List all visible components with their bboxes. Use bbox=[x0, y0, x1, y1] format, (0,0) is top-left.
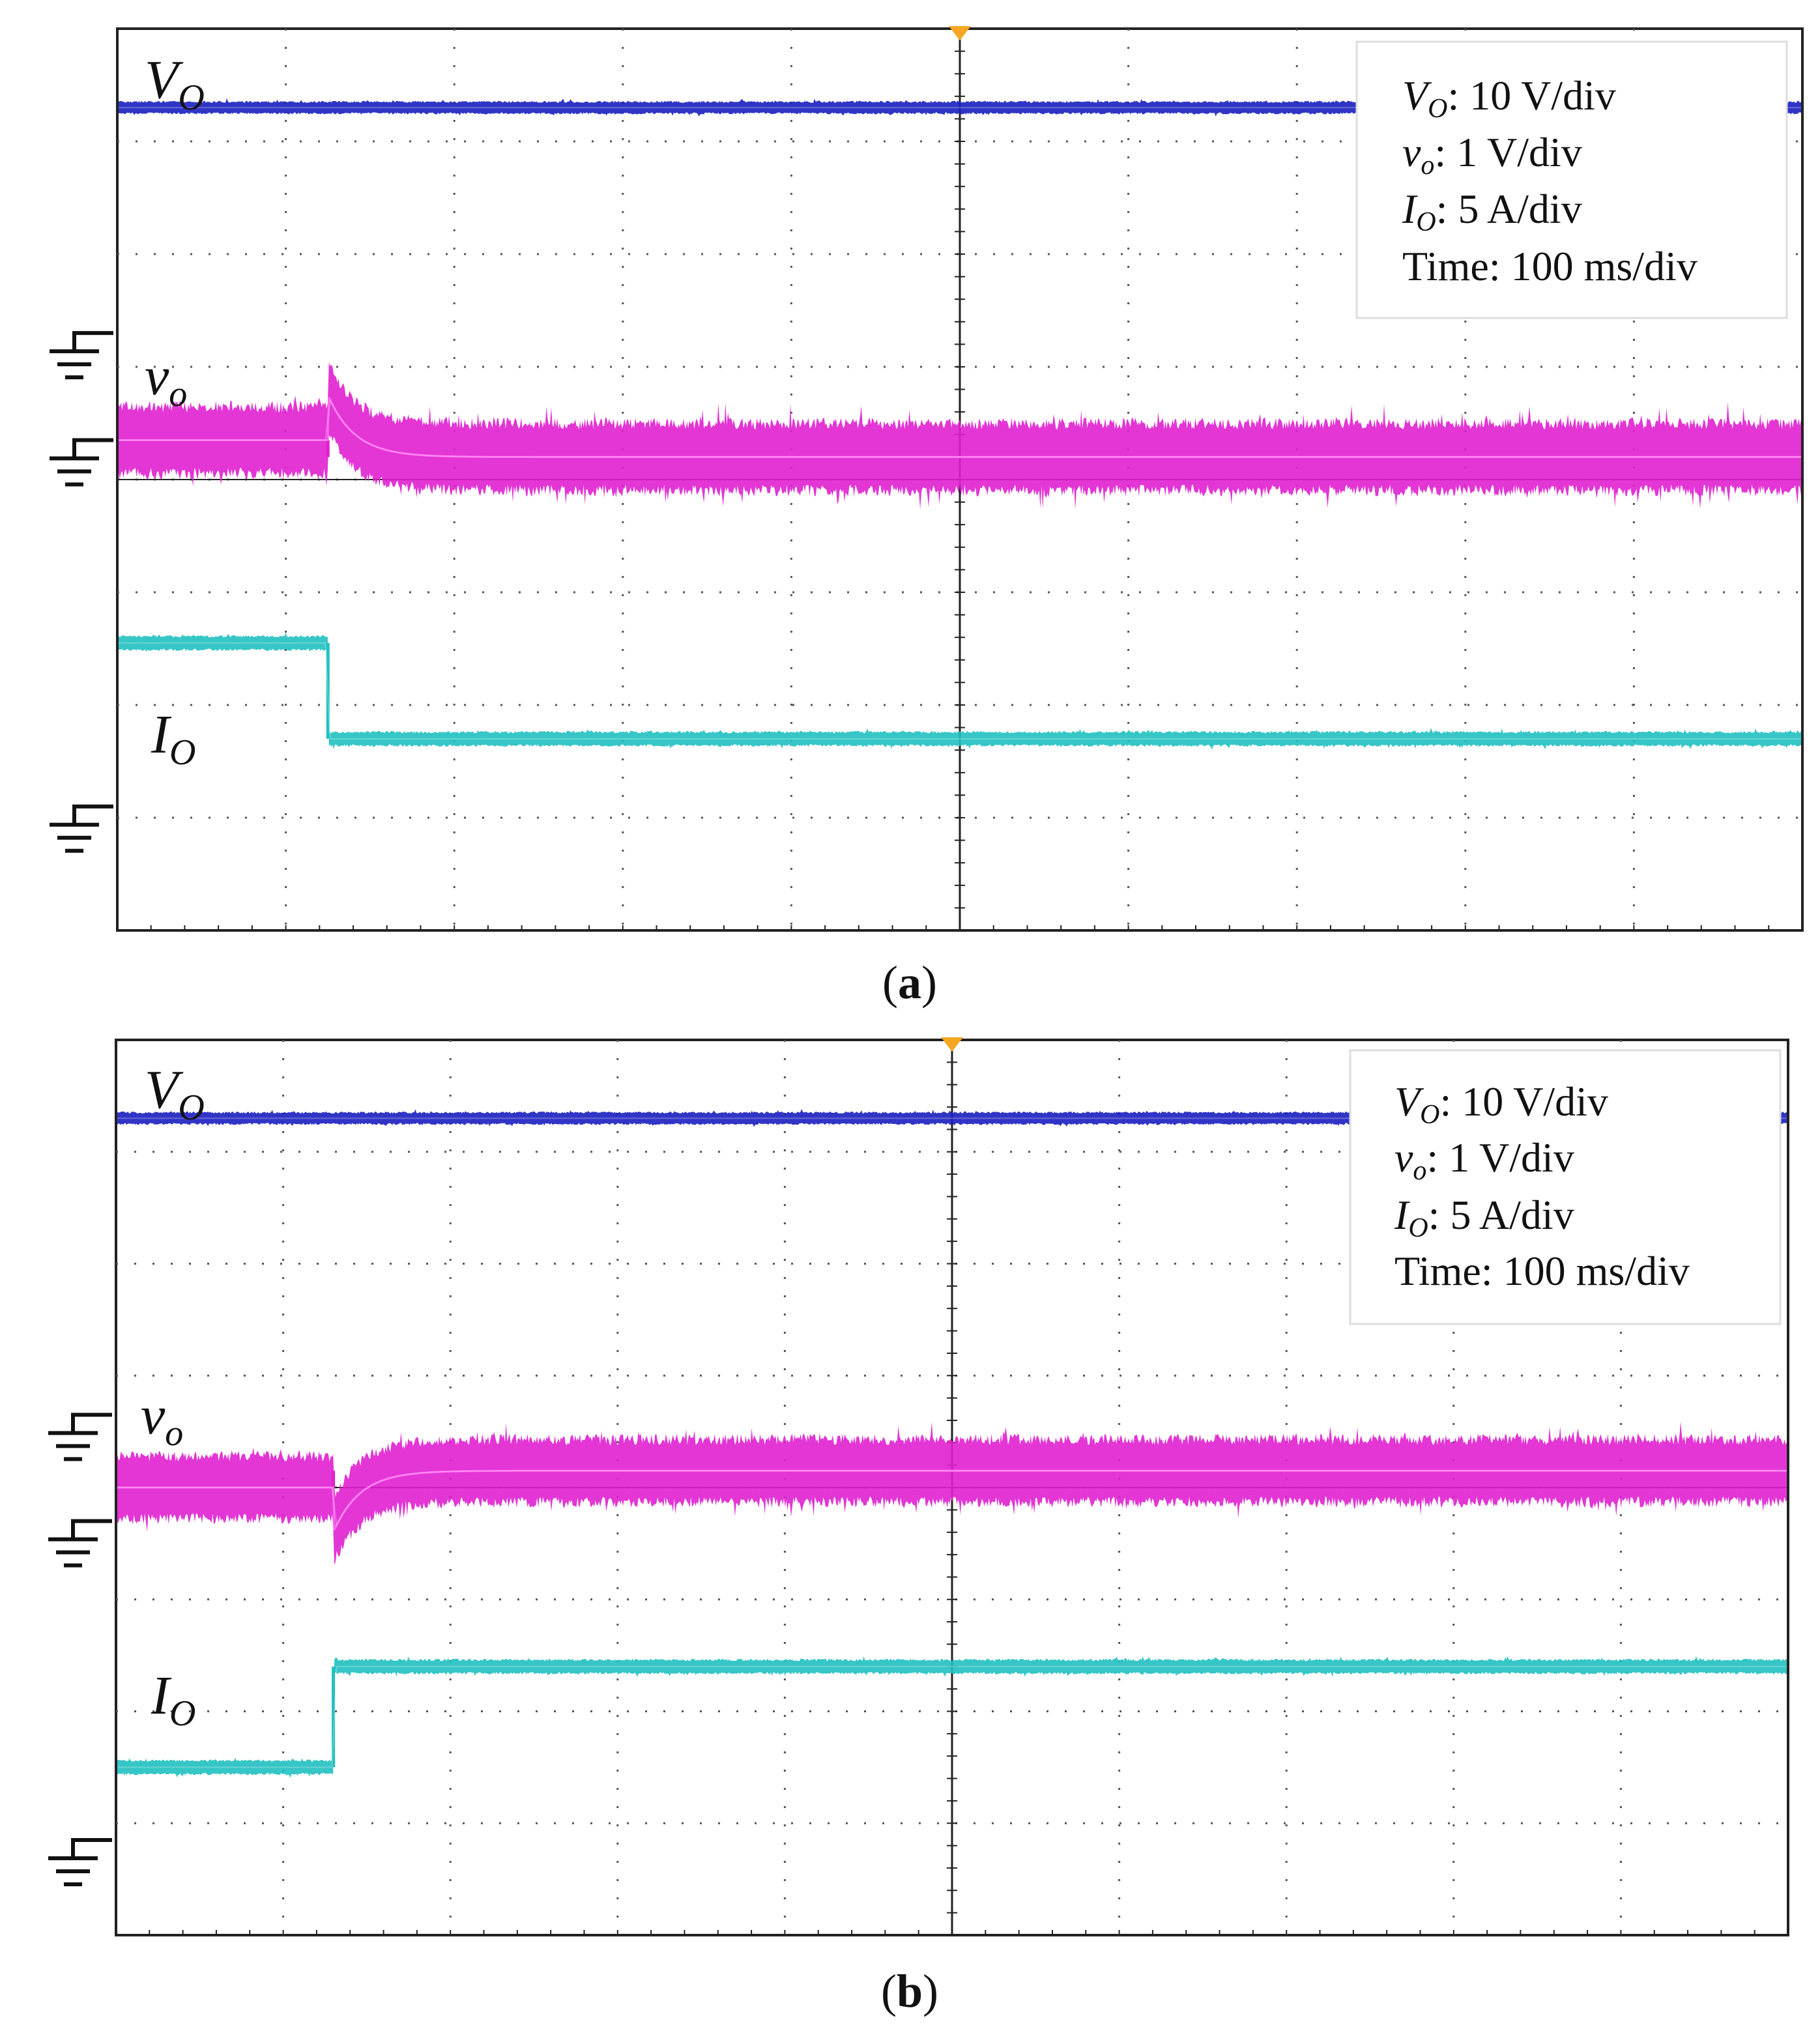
ground-markers bbox=[48, 1413, 112, 1887]
channel-subscript: O bbox=[169, 1693, 195, 1734]
panel-a: VO vo IO VO: 10 V/div vo: 1 V/div IO: 5 … bbox=[50, 26, 1804, 1009]
trace-vo_ac bbox=[117, 1422, 1787, 1565]
trace-core bbox=[119, 642, 1801, 740]
settings-io: IO: 5 A/div bbox=[1394, 1192, 1574, 1243]
trace-band bbox=[117, 1422, 1787, 1565]
svg-text:IO: IO bbox=[151, 1665, 195, 1734]
trace-vo_ac bbox=[119, 362, 1801, 510]
channel-subscript: o bbox=[165, 1413, 183, 1454]
trace-core bbox=[119, 397, 1801, 458]
ground-marker-icon bbox=[48, 1838, 112, 1887]
channel-letter: v bbox=[141, 1385, 166, 1446]
svg-text:VO: VO bbox=[145, 50, 205, 118]
svg-text:IO: IO bbox=[151, 704, 195, 773]
trace-core bbox=[117, 1665, 1787, 1768]
settings-io: IO: 5 A/div bbox=[1402, 186, 1582, 237]
trace-centre-line bbox=[119, 397, 1801, 458]
channel-label-io: IO bbox=[151, 1665, 195, 1734]
svg-text:VO: VO bbox=[145, 1059, 205, 1128]
ground-marker-icon bbox=[50, 804, 113, 853]
channel-letter: v bbox=[145, 346, 169, 407]
ground-marker-icon bbox=[50, 438, 113, 487]
trace-band bbox=[119, 362, 1801, 510]
settings-box: VO: 10 V/div vo: 1 V/div IO: 5 A/div Tim… bbox=[1349, 1049, 1782, 1325]
trace-centre-line bbox=[117, 1469, 1787, 1531]
trace-io bbox=[119, 632, 1801, 750]
ground-marker-icon bbox=[48, 1413, 112, 1461]
trace-band bbox=[119, 632, 1801, 750]
settings-vo-dc: VO: 10 V/div bbox=[1402, 72, 1616, 124]
ground-marker-icon bbox=[50, 331, 113, 380]
channel-letter: V bbox=[145, 1059, 184, 1120]
trigger-marker-icon bbox=[949, 26, 971, 40]
channel-label-vo-ac: vo bbox=[145, 346, 187, 414]
trace-io bbox=[117, 1656, 1787, 1778]
settings-vo-ac: vo: 1 V/div bbox=[1394, 1134, 1574, 1186]
panel-caption: (b) bbox=[881, 1965, 938, 2017]
svg-text:vo: vo bbox=[145, 346, 187, 414]
channel-label-io: IO bbox=[151, 704, 195, 773]
settings-time: Time: 100 ms/div bbox=[1402, 243, 1697, 289]
svg-text:vo: vo bbox=[141, 1385, 183, 1454]
trace-band bbox=[117, 1656, 1787, 1778]
channel-subscript: O bbox=[178, 78, 204, 118]
panel-b: VO vo IO VO: 10 V/div vo: 1 V/div IO: 5 … bbox=[48, 1037, 1789, 2017]
panel-caption: (a) bbox=[882, 956, 937, 1009]
channel-label-vo-dc: VO bbox=[145, 1059, 205, 1128]
channel-letter: I bbox=[151, 1665, 172, 1726]
trace-core bbox=[117, 1470, 1787, 1527]
ground-marker-icon bbox=[48, 1519, 112, 1568]
settings-vo-ac: vo: 1 V/div bbox=[1402, 129, 1582, 180]
settings-time: Time: 100 ms/div bbox=[1394, 1248, 1690, 1294]
channel-subscript: O bbox=[169, 732, 195, 773]
channel-subscript: O bbox=[178, 1087, 204, 1128]
channel-label-vo-dc: VO bbox=[145, 50, 205, 118]
channel-letter: V bbox=[145, 50, 184, 110]
ground-markers bbox=[50, 331, 113, 853]
settings-box: VO: 10 V/div vo: 1 V/div IO: 5 A/div Tim… bbox=[1355, 40, 1788, 319]
channel-subscript: o bbox=[169, 374, 187, 414]
channel-label-vo-ac: vo bbox=[141, 1385, 183, 1454]
trigger-marker-icon bbox=[941, 1037, 963, 1052]
settings-vo-dc: VO: 10 V/div bbox=[1394, 1078, 1608, 1130]
channel-letter: I bbox=[151, 704, 172, 765]
